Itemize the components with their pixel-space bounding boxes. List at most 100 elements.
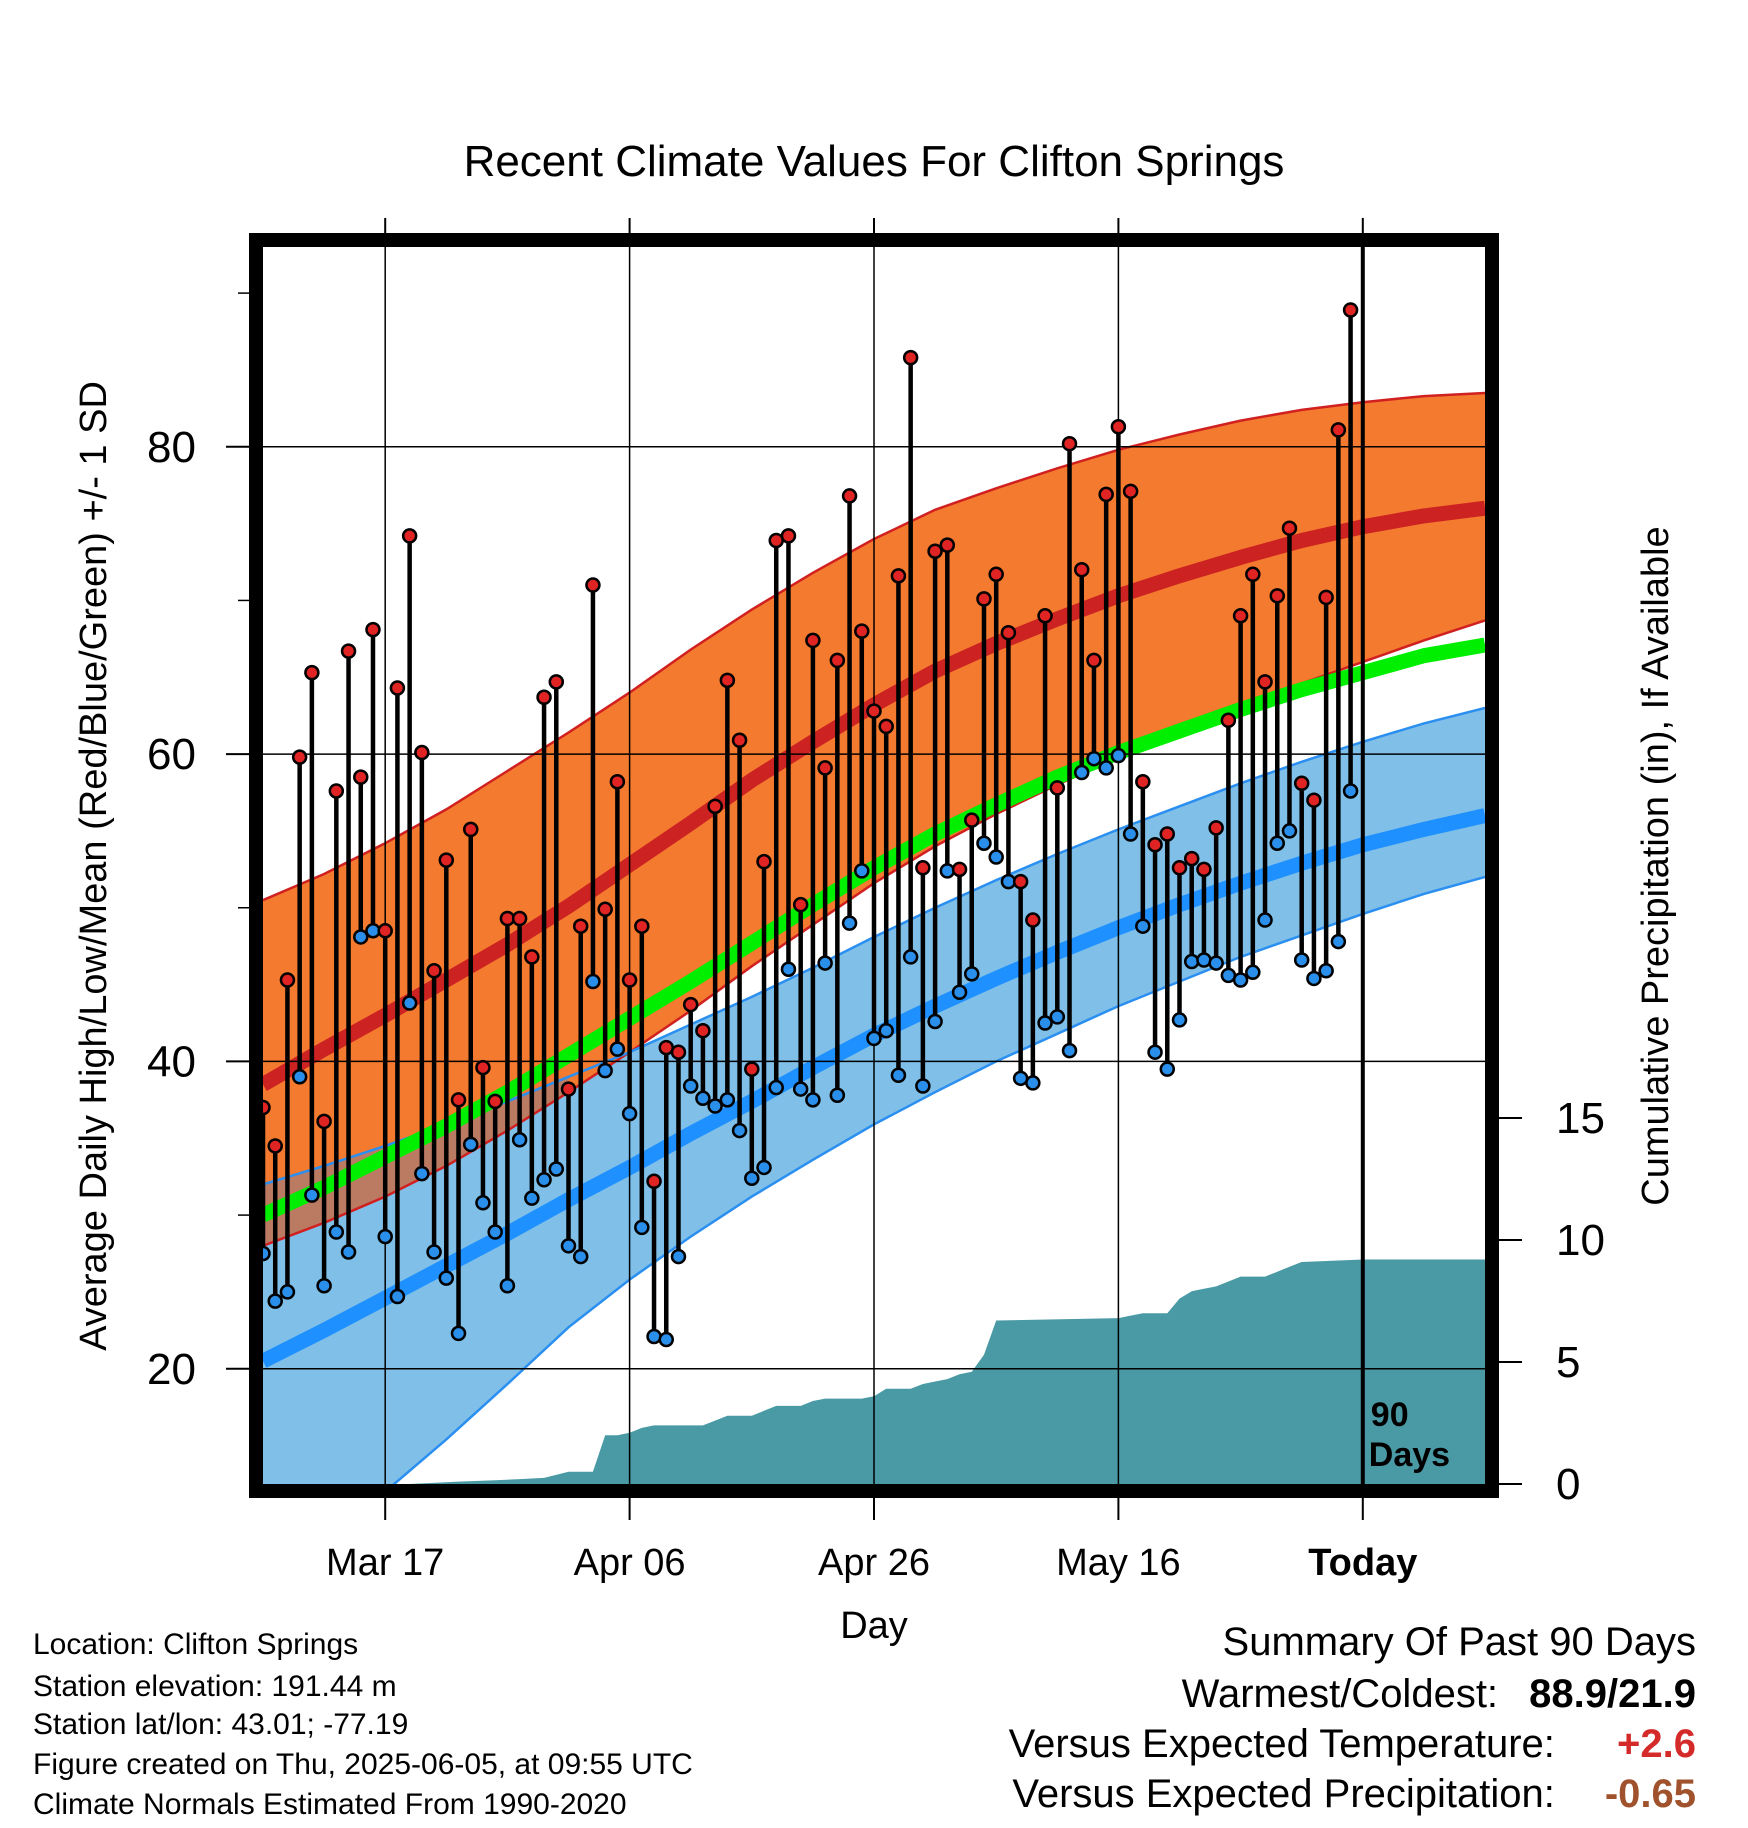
- daily-low-point: [854, 863, 870, 879]
- daily-low-point: [1122, 826, 1139, 842]
- daily-low-point: [1306, 970, 1322, 987]
- daily-high-point: [719, 672, 736, 689]
- daily-high-point: [1110, 419, 1127, 435]
- daily-low-point: [951, 984, 968, 1001]
- daily-high-point: [878, 718, 894, 735]
- daily-high-point: [1061, 435, 1078, 452]
- daily-high-point: [964, 812, 980, 828]
- daily-high-point: [365, 621, 381, 638]
- daily-high-point: [1012, 873, 1029, 890]
- daily-low-point: [1232, 972, 1249, 988]
- daily-low-point: [792, 1081, 809, 1097]
- daily-low-point: [646, 1328, 662, 1345]
- daily-low-point: [536, 1171, 552, 1188]
- summary-precipitation: Versus Expected Precipitation: -0.65: [1012, 1774, 1696, 1814]
- axes: 20 40 60 80 0 5 10 15 Mar 17 Apr 06 Apr 26 May 16 To…: [147, 218, 1605, 1584]
- daily-high-point: [707, 798, 723, 815]
- warmest-coldest-label: Warmest/Coldest:: [1181, 1672, 1499, 1716]
- daily-low-point: [1086, 750, 1102, 767]
- daily-low-point: [1342, 783, 1359, 799]
- daily-high-point: [805, 632, 821, 649]
- y-tick-label: 60: [147, 730, 196, 779]
- x-axis-label: Day: [840, 1605, 908, 1647]
- daily-high-point: [1232, 608, 1249, 624]
- daily-low-point: [1110, 747, 1127, 764]
- y-axis-label: Average Daily High/Low/Mean (Red/Blue/Gr…: [73, 381, 115, 1351]
- footer-normals: Climate Normals Estimated From 1990-2020: [33, 1788, 627, 1821]
- daily-high-point: [585, 577, 601, 593]
- daily-high-point: [328, 783, 345, 799]
- daily-high-point: [263, 1099, 271, 1116]
- daily-low-point: [597, 1062, 613, 1079]
- daily-high-point: [572, 918, 589, 934]
- daily-high-point: [829, 652, 846, 669]
- daily-low-point: [866, 1030, 882, 1047]
- daily-high-point: [976, 591, 992, 607]
- chart-title: Recent Climate Values For Clifton Spring…: [464, 137, 1285, 186]
- daily-high-point: [902, 349, 919, 366]
- x-tick-label: May 16: [1056, 1542, 1181, 1584]
- daily-low-point: [524, 1190, 540, 1206]
- daily-high-point: [646, 1173, 662, 1190]
- daily-high-point: [1330, 422, 1347, 438]
- daily-low-point: [304, 1187, 320, 1203]
- daily-high-point: [450, 1092, 467, 1108]
- daily-low-point: [1037, 1015, 1053, 1031]
- daily-low-point: [1135, 918, 1151, 934]
- daily-low-point: [328, 1224, 345, 1240]
- daily-high-point: [560, 1081, 577, 1097]
- daily-low-point: [291, 1069, 308, 1085]
- daily-low-point: [1183, 953, 1200, 970]
- daily-high-point: [377, 923, 393, 939]
- daily-high-point: [1196, 861, 1212, 878]
- daily-low-point: [939, 863, 956, 879]
- today-days-word: Days: [1369, 1436, 1450, 1474]
- daily-low-point: [1208, 955, 1224, 971]
- y2-axis-label: Cumulative Precipitation (in), If Availa…: [1635, 526, 1677, 1205]
- daily-low-point: [1293, 952, 1310, 968]
- daily-high-point: [597, 901, 613, 918]
- daily-high-point: [426, 963, 442, 979]
- daily-high-point: [524, 949, 540, 965]
- daily-high-point: [1245, 566, 1261, 583]
- daily-high-point: [988, 566, 1004, 583]
- daily-low-point: [1171, 1012, 1188, 1028]
- daily-low-point: [499, 1278, 516, 1294]
- daily-low-point: [389, 1288, 406, 1305]
- daily-low-point: [263, 1245, 271, 1262]
- daily-high-point: [1269, 588, 1286, 604]
- daily-low-point: [414, 1165, 430, 1182]
- daily-low-point: [878, 1022, 894, 1039]
- daily-high-point: [1342, 302, 1359, 318]
- daily-high-point: [1025, 912, 1041, 928]
- daily-low-point: [560, 1238, 577, 1254]
- daily-low-point: [768, 1079, 784, 1096]
- daily-high-point: [1293, 775, 1310, 792]
- daily-low-point: [744, 1170, 760, 1186]
- daily-high-point: [792, 896, 809, 913]
- daily-high-point: [511, 910, 528, 927]
- band-overlap: [263, 1076, 569, 1246]
- temperature-value: +2.6: [1617, 1722, 1696, 1766]
- daily-low-point: [462, 1136, 479, 1153]
- daily-low-point: [829, 1087, 846, 1103]
- daily-high-point: [731, 732, 748, 749]
- daily-high-point: [291, 749, 308, 765]
- daily-low-point: [634, 1219, 650, 1236]
- daily-high-point: [304, 664, 320, 681]
- daily-high-point: [414, 744, 430, 761]
- daily-high-point: [389, 680, 406, 696]
- precipitation-value: -0.65: [1604, 1772, 1696, 1816]
- summary-heading-text: Summary Of Past 90 Days: [1222, 1620, 1696, 1664]
- today-days-number: 90: [1371, 1396, 1409, 1434]
- daily-low-point: [548, 1161, 565, 1177]
- daily-low-point: [902, 949, 919, 965]
- daily-low-point: [1330, 933, 1347, 950]
- y-tick-label: 80: [147, 423, 196, 472]
- warmest-coldest-value: 88.9/21.9: [1529, 1672, 1696, 1716]
- daily-high-point: [1171, 860, 1188, 876]
- precip-area: [263, 1259, 1485, 1484]
- y2-tick-label: 5: [1556, 1338, 1580, 1387]
